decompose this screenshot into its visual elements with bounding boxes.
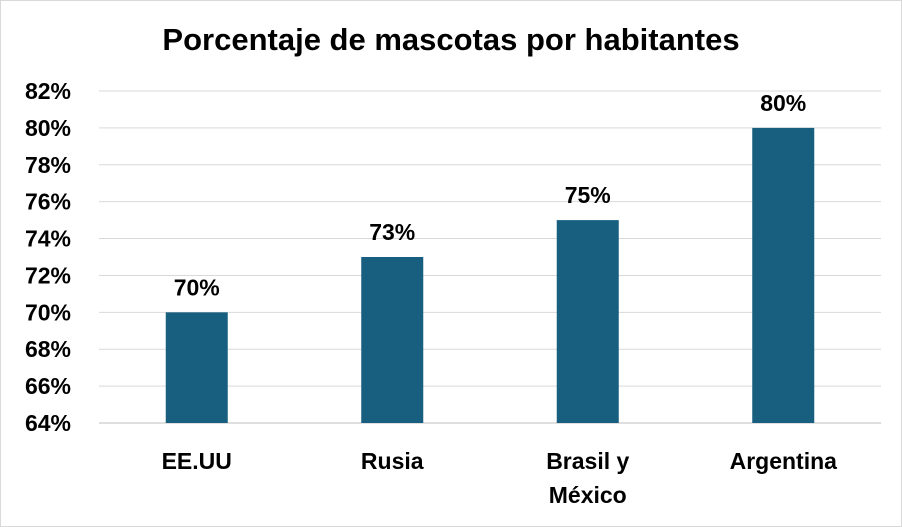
data-label: 80% — [760, 90, 806, 116]
y-axis-ticks: 64% 66% 68% 70% 72% 74% 76% 78% 80% 82% — [25, 78, 71, 436]
x-tick-label: Rusia — [361, 448, 424, 474]
y-tick-label: 78% — [25, 152, 71, 178]
chart-title: Porcentaje de mascotas por habitantes — [162, 22, 739, 57]
y-tick-label: 74% — [25, 226, 71, 252]
y-tick-label: 68% — [25, 336, 71, 362]
bar — [361, 257, 424, 423]
y-tick-label: 72% — [25, 262, 71, 288]
y-tick-label: 76% — [25, 189, 71, 215]
bar — [752, 127, 815, 423]
data-labels: 70% 73% 75% 80% — [174, 90, 807, 300]
x-axis-ticks: EE.UU Rusia Brasil y México Argentina — [162, 448, 838, 508]
y-tick-label: 82% — [25, 78, 71, 104]
y-tick-label: 80% — [25, 115, 71, 141]
bars — [165, 127, 815, 423]
bar — [165, 312, 228, 423]
x-tick-label: EE.UU — [162, 448, 232, 474]
bar — [556, 220, 619, 423]
data-label: 75% — [565, 182, 611, 208]
y-tick-label: 64% — [25, 410, 71, 436]
y-tick-label: 70% — [25, 299, 71, 325]
y-tick-label: 66% — [25, 373, 71, 399]
x-tick-label: Argentina — [730, 448, 838, 474]
data-label: 73% — [369, 219, 415, 245]
data-label: 70% — [174, 274, 220, 300]
x-tick-label: Brasil y México — [546, 448, 629, 508]
gridlines — [99, 90, 881, 424]
